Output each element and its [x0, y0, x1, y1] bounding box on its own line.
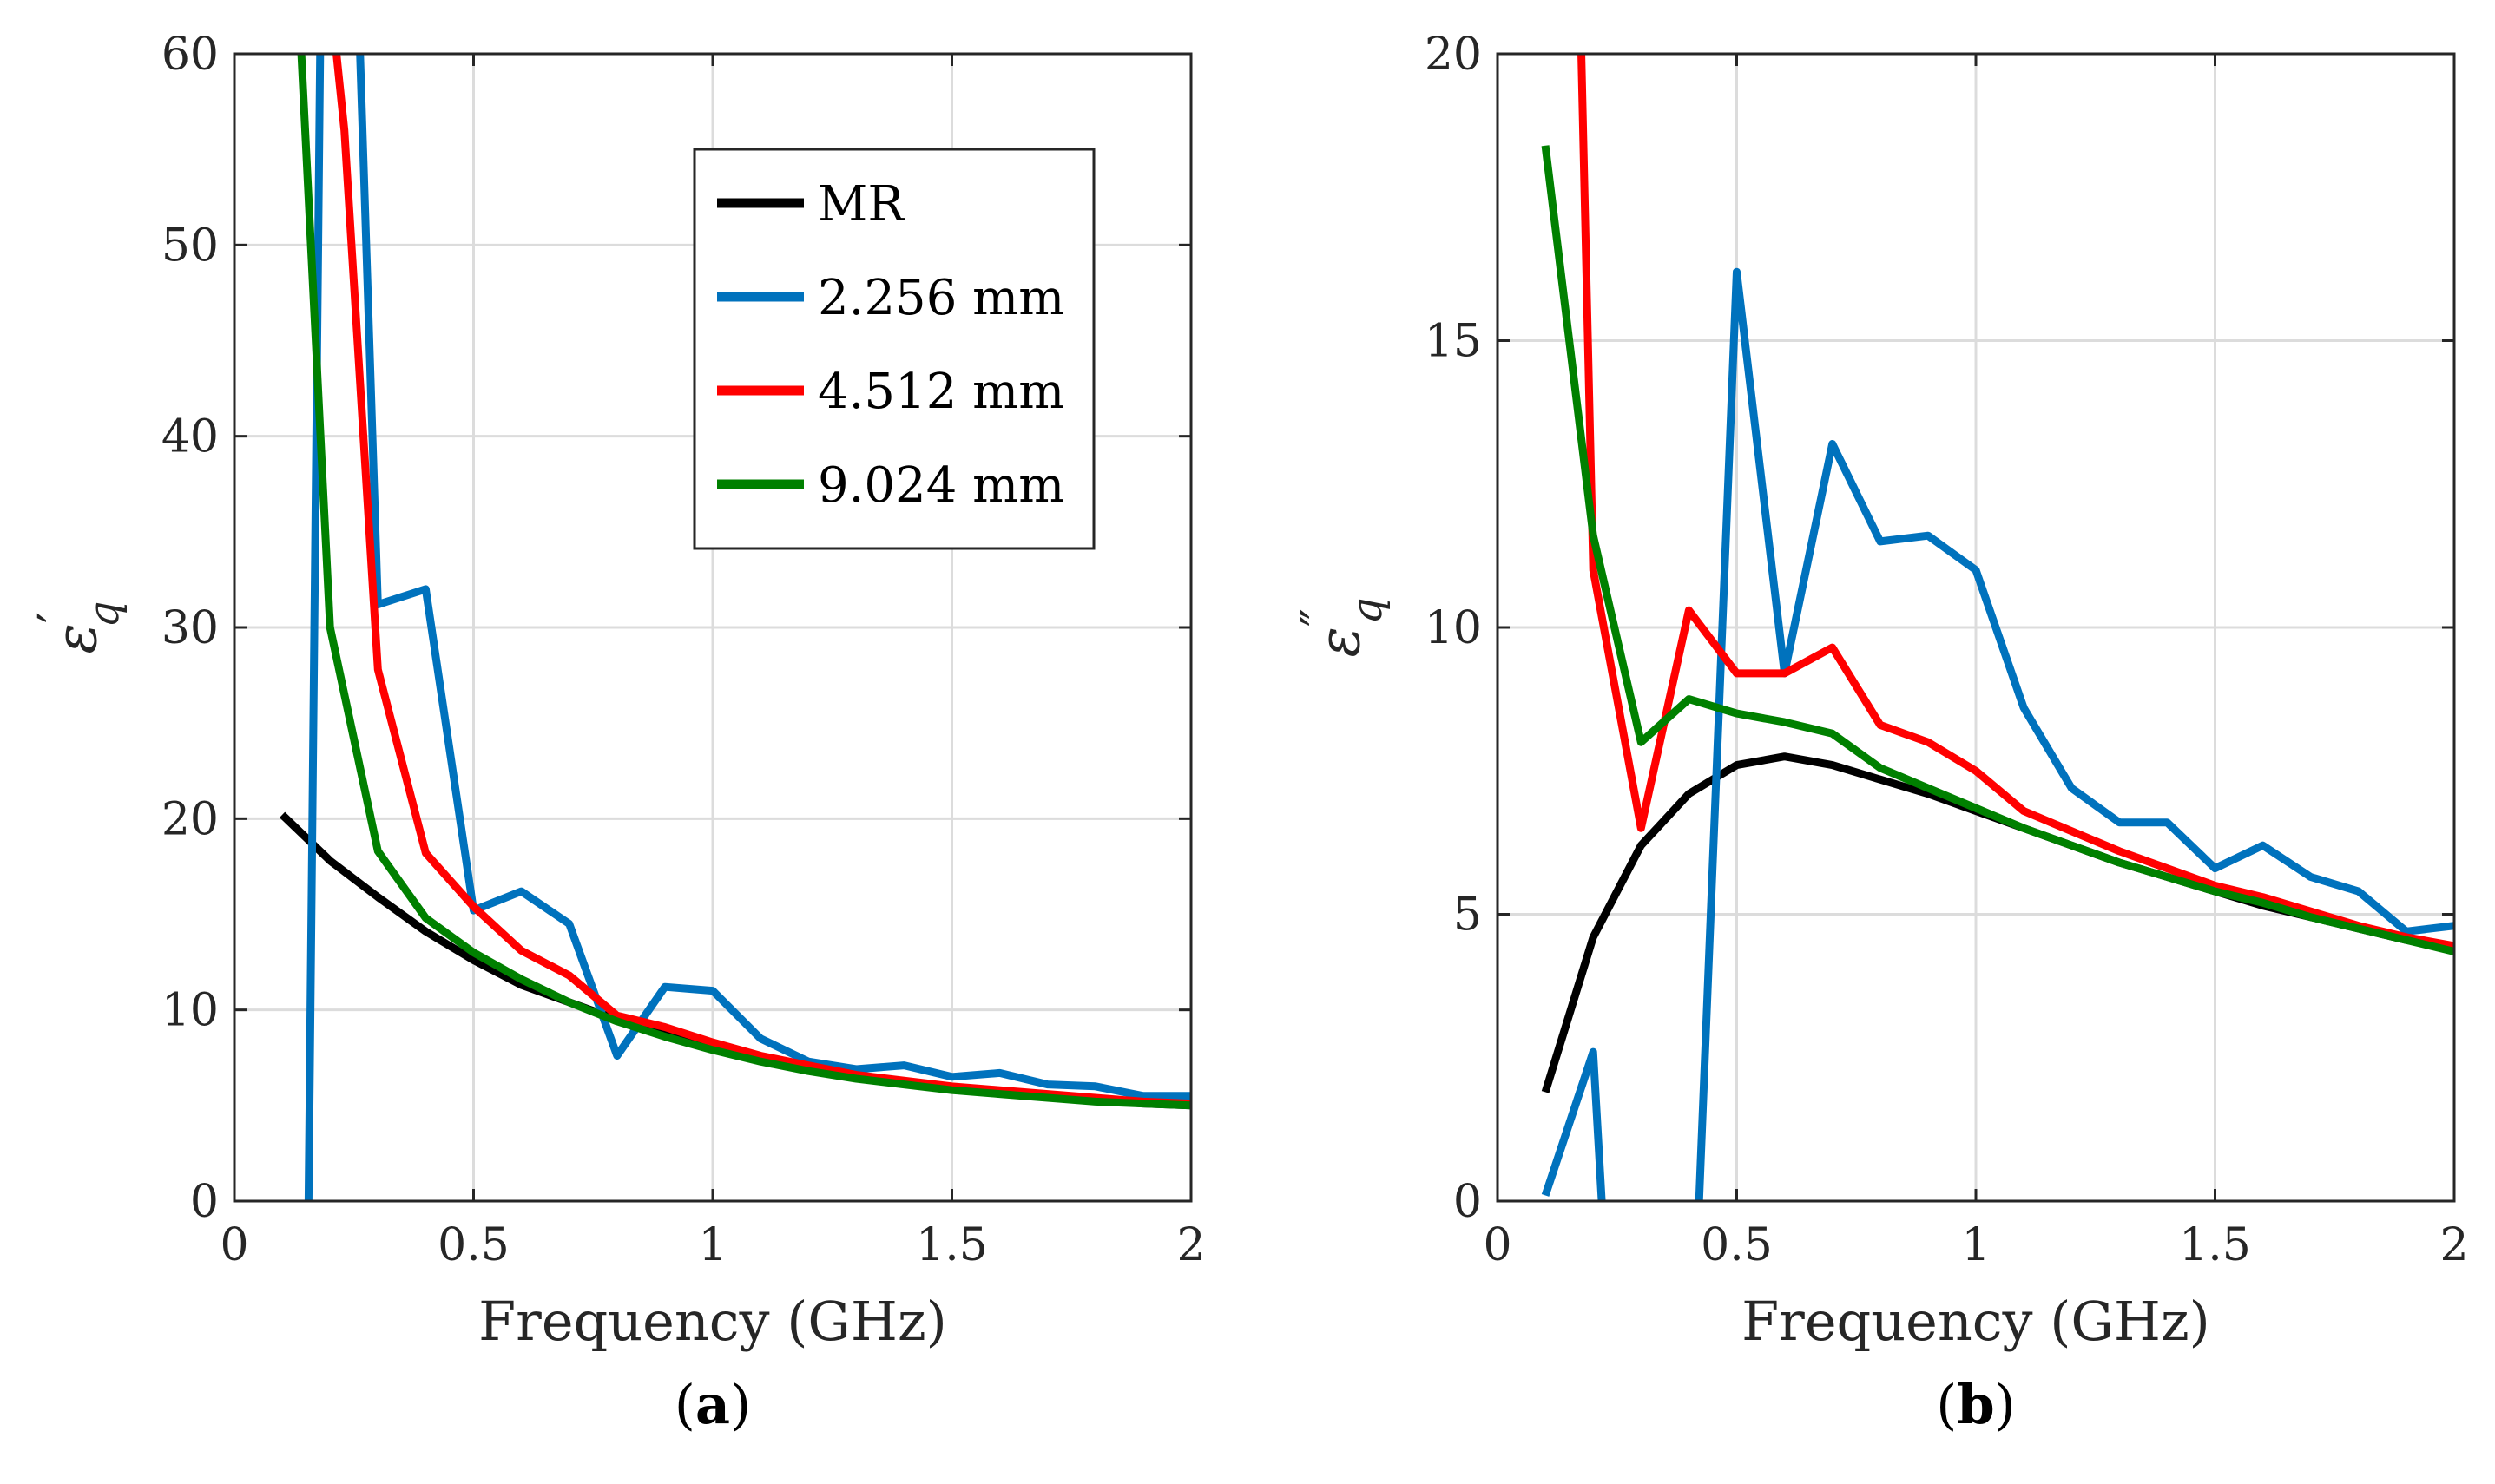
series-line-mr	[1541, 752, 2454, 1093]
y-axis-label-prime: ″	[1292, 608, 1348, 627]
y-axis-label-symbol: ε	[1306, 627, 1373, 657]
y-tick-label: 50	[161, 220, 219, 272]
panel-label: (b)	[1936, 1373, 2016, 1436]
legend-label: 2.256 mm	[818, 270, 1064, 326]
series-group	[279, 54, 1191, 1201]
series-line-2-256-mm	[304, 54, 1191, 1201]
grid-lines	[1498, 54, 2454, 1201]
panel-label-close: )	[1995, 1373, 2016, 1436]
x-axis-label: Frequency (GHz)	[1741, 1290, 2210, 1353]
series-line-9-024-mm	[297, 54, 1191, 1110]
y-axis-label-prime: ′	[29, 612, 85, 623]
series-line-2-256-mm	[1541, 267, 2454, 1201]
x-tick-label: 0.5	[1701, 1219, 1773, 1271]
y-tick-label: 30	[161, 602, 219, 654]
panel-label-letter: a	[695, 1373, 730, 1436]
y-axis-label-subscript: q	[1343, 597, 1392, 624]
y-axis-label: ε′q	[29, 601, 128, 654]
legend-label: MR	[818, 176, 905, 233]
y-tick-label: 15	[1425, 316, 1482, 368]
x-tick-label: 0	[1483, 1219, 1511, 1271]
series-line-4-512-mm	[1577, 54, 2454, 950]
y-tick-label: 60	[161, 29, 219, 81]
legend-label: 4.512 mm	[818, 364, 1064, 420]
x-tick-label: 1.5	[2179, 1219, 2251, 1271]
y-axis-label-symbol: ε	[43, 623, 109, 653]
series-group	[1541, 54, 2454, 1201]
y-tick-label: 0	[190, 1176, 219, 1228]
y-tick-label: 20	[161, 793, 219, 845]
legend-label: 9.024 mm	[818, 457, 1064, 514]
y-axis-label: ε″q	[1292, 597, 1392, 657]
series-line-mr	[279, 811, 1191, 1110]
y-tick-label: 5	[1453, 890, 1482, 942]
y-axis-label-subscript: q	[80, 601, 128, 628]
panel-label-close: )	[730, 1373, 751, 1436]
y-tick-label: 10	[1425, 602, 1482, 654]
y-tick-label: 20	[1425, 29, 1482, 81]
legend: MR 2.256 mm 4.512 mm 9.024 mm	[693, 148, 1096, 550]
x-tick-label: 1	[1961, 1219, 1990, 1271]
x-tick-label: 0.5	[438, 1219, 510, 1271]
x-tick-label: 2	[2439, 1219, 2468, 1271]
y-tick-label: 10	[161, 985, 219, 1037]
x-tick-label: 1.5	[916, 1219, 988, 1271]
x-tick-label: 2	[1176, 1219, 1205, 1271]
panel-label-open: (	[1936, 1373, 1957, 1436]
x-tick-label: 0	[220, 1219, 248, 1271]
y-tick-label: 40	[161, 411, 219, 463]
panel-label-letter: b	[1957, 1373, 1994, 1436]
panel-label: (a)	[675, 1373, 752, 1436]
panel-label-open: (	[675, 1373, 695, 1436]
x-axis-label: Frequency (GHz)	[478, 1290, 947, 1353]
series-line-9-024-mm	[1541, 145, 2454, 955]
y-tick-label: 0	[1453, 1176, 1482, 1228]
x-tick-label: 1	[698, 1219, 727, 1271]
